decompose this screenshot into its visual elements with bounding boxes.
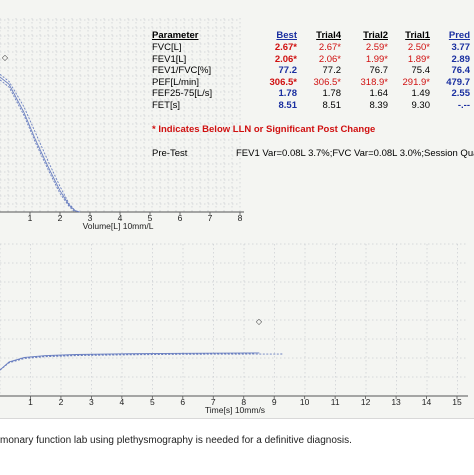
- parameter-name: FEF25-75[L/s]: [152, 88, 213, 100]
- x-tick-label: 1: [28, 213, 33, 223]
- x-tick-label: 5: [150, 397, 155, 407]
- x-tick-label: 2: [59, 397, 64, 407]
- flow-volume-curve: [0, 73, 78, 213]
- table-cell: 2.67*: [274, 42, 297, 53]
- table-cell: 77.2: [322, 65, 342, 77]
- table-cell: 2.67*: [318, 42, 341, 53]
- table-cell: 8.51: [278, 100, 298, 111]
- x-tick-label: 11: [331, 397, 340, 407]
- x-axis-label: Time[s] 10mm/s: [205, 405, 265, 415]
- x-tick-label: 8: [238, 213, 243, 223]
- table-cell: 318.9*: [360, 76, 388, 88]
- column-header: Trial1: [405, 30, 430, 41]
- table-cell: 9.30: [411, 100, 431, 111]
- parameter-name: FEV1/FVC[%]: [152, 65, 212, 77]
- table-cell: 1.99*: [365, 53, 388, 65]
- x-tick-label: 1: [28, 397, 33, 407]
- column-header: Trial4: [316, 30, 341, 41]
- x-tick-label: 4: [119, 397, 124, 407]
- flow-volume-curve: [0, 76, 81, 213]
- x-tick-label: 4: [118, 213, 123, 223]
- x-tick-label: 13: [391, 397, 401, 407]
- table-cell: 1.78: [322, 88, 342, 100]
- table-cell: 75.4: [411, 65, 431, 77]
- table-cell: 3.77: [451, 42, 471, 53]
- table-cell: 8.51: [322, 100, 342, 111]
- marker: ◇: [2, 53, 9, 62]
- x-axis-label: Volume[L] 10mm/L: [83, 221, 154, 231]
- table-cell: 306.5*: [269, 76, 297, 88]
- table-cell: 2.89: [451, 53, 471, 65]
- table-cell: 1.78: [278, 88, 298, 100]
- flow-volume-curve: [0, 79, 76, 213]
- x-tick-label: 5: [148, 213, 153, 223]
- volume-time-curve: [0, 353, 284, 371]
- table-cell: 8.39: [369, 100, 389, 111]
- x-tick-label: 8: [241, 397, 246, 407]
- x-tick-label: 9: [272, 397, 277, 407]
- table-cell: 2.59*: [365, 42, 388, 53]
- x-tick-label: 3: [88, 213, 93, 223]
- x-tick-label: 7: [211, 397, 216, 407]
- parameter-name: FET[s]: [152, 100, 180, 111]
- pretest-variability: FEV1 Var=0.08L 3.7%;FVC Var=0.08L 3.0%;S…: [236, 148, 474, 159]
- table-cell: 76.4: [451, 65, 471, 77]
- table-cell: -.--: [457, 100, 470, 111]
- x-tick-label: 3: [89, 397, 94, 407]
- parameter-name: PEF[L/min]: [152, 76, 199, 88]
- table-cell: 1.49: [411, 88, 431, 100]
- parameter-name: FVC[L]: [152, 42, 182, 53]
- x-tick-label: 7: [208, 213, 213, 223]
- table-cell: 306.5*: [313, 76, 341, 88]
- marker: ◇: [256, 317, 263, 326]
- parameter-name: FEV1[L]: [152, 53, 187, 65]
- table-cell: 2.50*: [407, 42, 430, 53]
- pretest-label: Pre-Test: [152, 148, 188, 159]
- column-header: Pred: [448, 30, 470, 41]
- column-header: Best: [276, 30, 297, 41]
- x-tick-label: 15: [452, 397, 462, 407]
- figure-caption-area: monary function lab using plethysmograph…: [0, 418, 474, 475]
- x-tick-label: 12: [361, 397, 371, 407]
- x-tick-label: 6: [178, 213, 183, 223]
- column-header: Trial2: [363, 30, 388, 41]
- figure-caption: monary function lab using plethysmograph…: [0, 435, 352, 446]
- table-cell: 2.06*: [318, 53, 341, 65]
- table-cell: 479.7: [446, 76, 470, 88]
- table-cell: 291.9*: [402, 76, 430, 88]
- volume-time-curve: [0, 352, 260, 371]
- table-footnote: * Indicates Below LLN or Significant Pos…: [152, 124, 376, 135]
- spirometry-report: 1 2 3 4 5 6 7 8 Volume[L] 10mm/L ◇ 1 2 3 4 5 6 7 8 9 10 11 12…: [0, 0, 474, 418]
- x-tick-label: 2: [58, 213, 63, 223]
- x-tick-label: 14: [422, 397, 432, 407]
- table-cell: 2.06*: [274, 53, 297, 65]
- table-cell: 76.7: [369, 65, 389, 77]
- table-cell: 77.2: [278, 65, 298, 77]
- column-header: Parameter: [152, 30, 199, 41]
- table-cell: 1.64: [369, 88, 389, 100]
- table-cell: 1.89*: [407, 53, 430, 65]
- x-tick-label: 10: [300, 397, 310, 407]
- table-cell: 2.55: [451, 88, 471, 100]
- x-tick-label: 6: [180, 397, 185, 407]
